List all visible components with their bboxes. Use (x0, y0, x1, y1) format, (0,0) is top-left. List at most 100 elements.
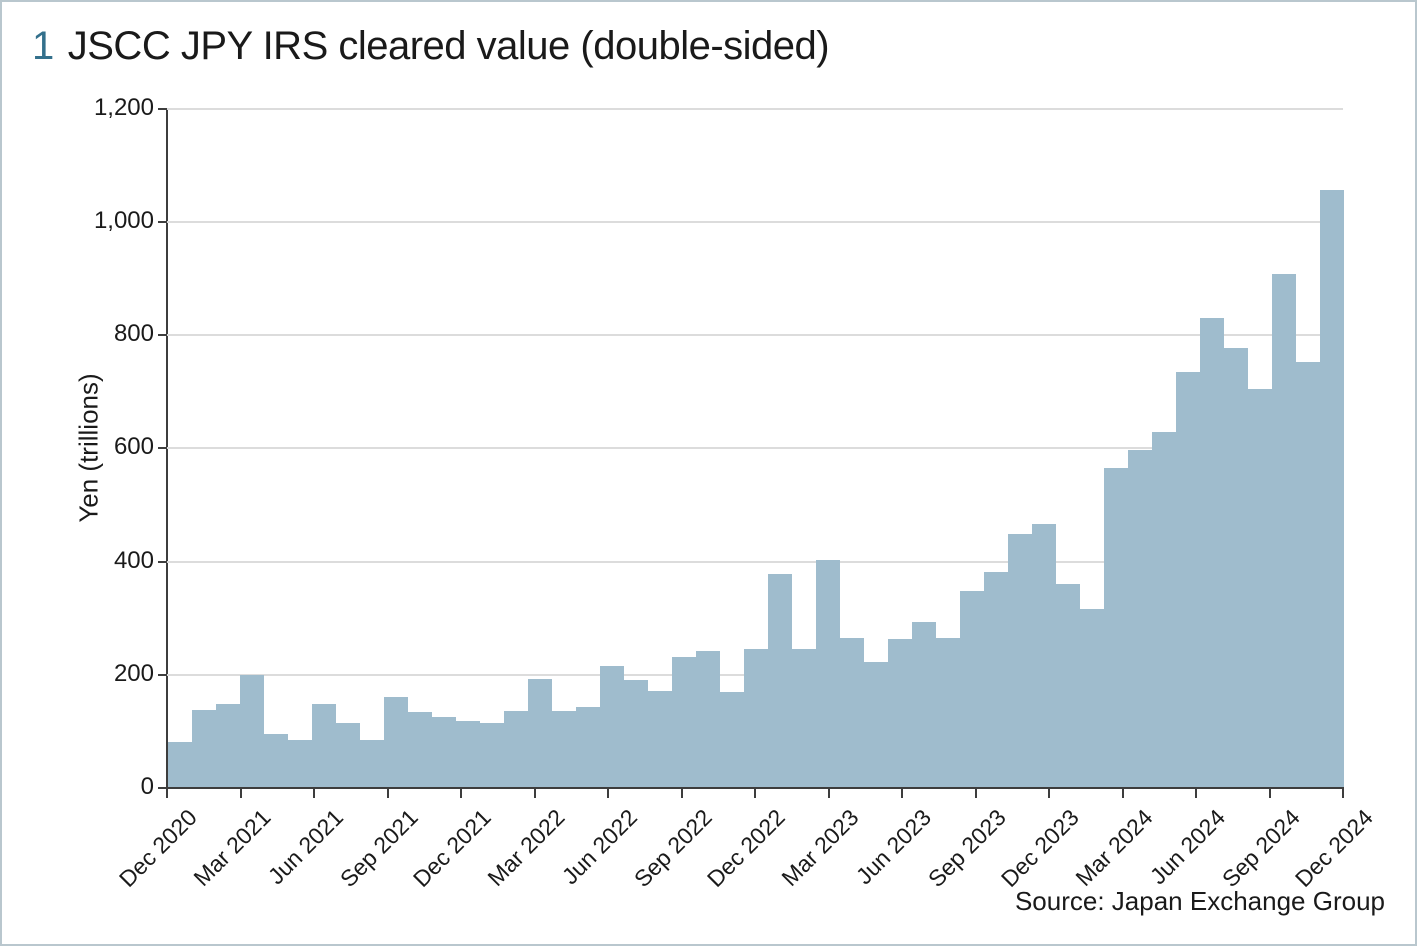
bar-Dec 2022 (744, 649, 768, 788)
figure-number: 1 (32, 24, 54, 68)
bar-Nov 2022 (720, 692, 744, 788)
bar-Mar 2021 (240, 675, 264, 788)
bar-May 2024 (1152, 432, 1176, 788)
bar-Jul 2022 (624, 680, 648, 788)
bar-Feb 2024 (1080, 609, 1104, 788)
y-tick-label: 800 (113, 320, 154, 347)
y-tick-800 (158, 334, 167, 336)
x-tick-Jun 2021 (313, 789, 315, 798)
bar-Aug 2022 (648, 691, 672, 788)
x-tick-label: Mar 2024 (1070, 804, 1158, 892)
x-tick-label: Dec 2021 (407, 804, 496, 893)
bar-Oct 2022 (696, 651, 720, 788)
y-tick-label: 1,200 (93, 94, 154, 121)
y-tick-label: 0 (140, 773, 154, 800)
x-tick-Dec 2021 (460, 789, 462, 798)
bar-Oct 2021 (408, 712, 432, 788)
bar-Feb 2023 (792, 649, 816, 788)
y-tick-400 (158, 561, 167, 563)
bar-May 2022 (576, 707, 600, 788)
x-tick-label: Jun 2022 (557, 804, 643, 890)
bar-May 2023 (864, 662, 888, 788)
bar-Sep 2021 (384, 697, 408, 788)
bar-Apr 2021 (264, 734, 288, 788)
y-tick-label: 400 (113, 547, 154, 574)
y-tick-600 (158, 447, 167, 449)
x-tick-label: Sep 2021 (334, 804, 423, 893)
bar-Apr 2024 (1128, 450, 1152, 788)
y-tick-1,000 (158, 221, 167, 223)
y-tick-label: 600 (113, 433, 154, 460)
bar-Sep 2024 (1248, 389, 1272, 788)
plot-area (167, 108, 1344, 788)
bar-Jul 2024 (1200, 318, 1224, 788)
x-tick-label: Mar 2022 (482, 804, 570, 892)
bar-Jan 2021 (192, 710, 216, 788)
x-tick-label: Mar 2021 (188, 804, 276, 892)
y-tick-0 (158, 787, 167, 789)
x-tick-label: Dec 2023 (995, 804, 1084, 893)
x-tick-label: Sep 2022 (628, 804, 717, 893)
x-tick-Sep 2021 (387, 789, 389, 798)
bar-Jan 2022 (480, 723, 504, 788)
x-tick-label: Jun 2024 (1145, 804, 1231, 890)
x-tick-label: Dec 2022 (701, 804, 790, 893)
chart-title: 1 JSCC JPY IRS cleared value (double-side… (32, 24, 830, 69)
x-tick-Dec 2020 (166, 789, 168, 798)
x-tick-Sep 2022 (681, 789, 683, 798)
bar-Jan 2024 (1056, 584, 1080, 788)
x-tick-Mar 2024 (1122, 789, 1124, 798)
x-tick-label: Sep 2023 (922, 804, 1011, 893)
x-tick-Mar 2021 (240, 789, 242, 798)
bar-Oct 2024 (1272, 274, 1296, 788)
bar-Dec 2024 (1320, 190, 1344, 788)
x-tick-Sep 2023 (975, 789, 977, 798)
y-tick-200 (158, 674, 167, 676)
x-tick-Dec 2024 (1342, 789, 1344, 798)
bar-Jan 2023 (768, 574, 792, 788)
bar-Feb 2022 (504, 711, 528, 788)
bar-Dec 2021 (456, 721, 480, 788)
bar-Mar 2024 (1104, 468, 1128, 788)
bar-Aug 2023 (936, 638, 960, 788)
gridline-800 (167, 334, 1343, 336)
bar-May 2021 (288, 740, 312, 788)
bar-Nov 2021 (432, 717, 456, 788)
x-tick-label: Sep 2024 (1216, 804, 1305, 893)
x-tick-Mar 2022 (534, 789, 536, 798)
bar-Oct 2023 (984, 572, 1008, 788)
y-tick-label: 1,000 (93, 207, 154, 234)
x-tick-Dec 2022 (754, 789, 756, 798)
y-tick-label: 200 (113, 660, 154, 687)
gridline-600 (167, 447, 1343, 449)
bar-Aug 2021 (360, 740, 384, 788)
bar-Jun 2024 (1176, 372, 1200, 788)
gridline-400 (167, 561, 1343, 563)
bar-Feb 2021 (216, 704, 240, 788)
x-tick-label: Dec 2024 (1289, 804, 1378, 893)
bar-Apr 2023 (840, 638, 864, 788)
bar-Sep 2023 (960, 591, 984, 788)
x-tick-label: Jun 2021 (263, 804, 349, 890)
bar-Nov 2023 (1008, 534, 1032, 788)
bar-Aug 2024 (1224, 348, 1248, 788)
gridline-1,200 (167, 108, 1343, 110)
bar-Nov 2024 (1296, 362, 1320, 788)
x-axis-line (166, 787, 1344, 789)
bar-Apr 2022 (552, 711, 576, 788)
bar-Jun 2022 (600, 666, 624, 788)
chart-title-text: JSCC JPY IRS cleared value (double-sided… (67, 24, 830, 68)
x-tick-label: Mar 2023 (776, 804, 864, 892)
source-note: Source: Japan Exchange Group (1014, 886, 1385, 916)
bar-Jul 2023 (912, 622, 936, 788)
y-tick-1,200 (158, 108, 167, 110)
x-tick-label: Dec 2020 (113, 804, 202, 893)
bar-Dec 2023 (1032, 524, 1056, 788)
bar-Dec 2020 (168, 742, 192, 788)
x-tick-Dec 2023 (1048, 789, 1050, 798)
x-tick-Mar 2023 (828, 789, 830, 798)
bar-Jun 2023 (888, 639, 912, 788)
gridline-1,000 (167, 221, 1343, 223)
x-tick-Jun 2024 (1195, 789, 1197, 798)
bar-Mar 2023 (816, 560, 840, 788)
